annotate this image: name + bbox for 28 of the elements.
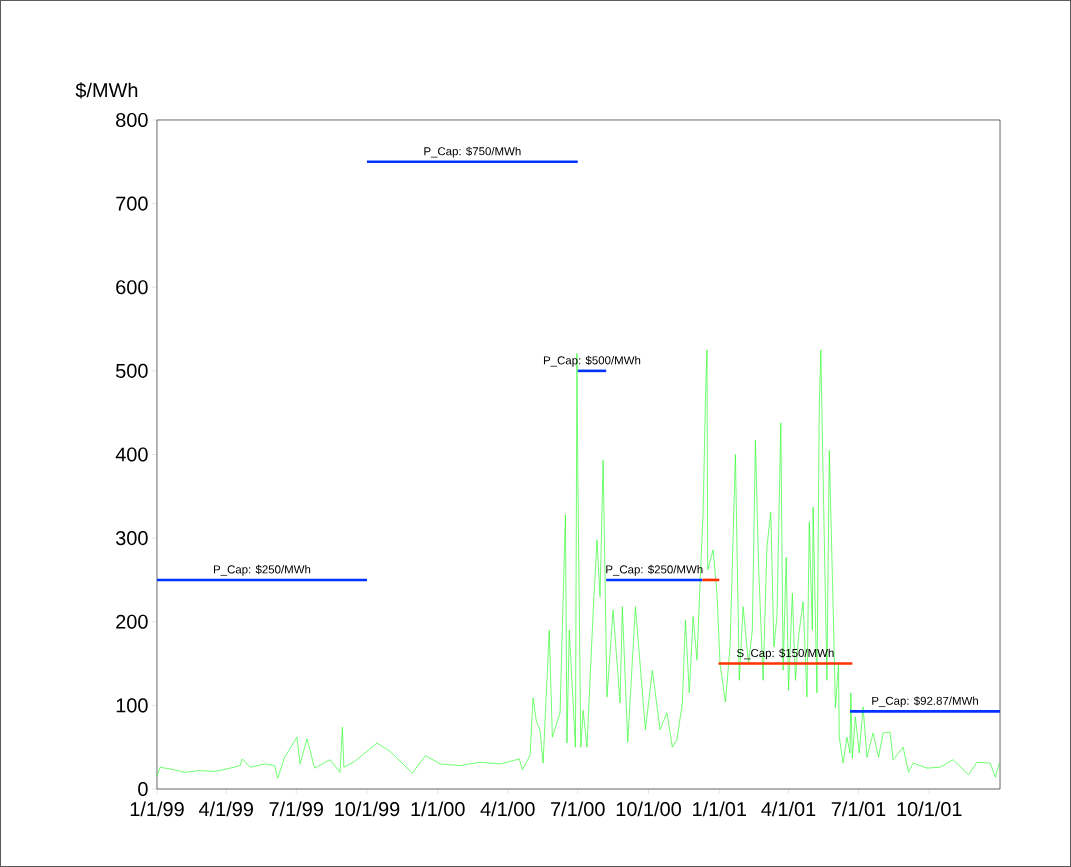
x-tick-label: 7/1/00 [551,801,605,817]
y-tick-label: 800 [116,112,148,128]
x-tick-label: 4/1/00 [480,801,535,817]
y-tick-label: 100 [116,698,148,713]
x-tick-label: 1/1/00 [411,801,465,817]
x-tick-label: 4/1/01 [761,801,816,817]
series-label: P_Cap: $500/MWh [543,355,641,367]
series-label: P_Cap: $92.87/MWh [872,696,978,708]
x-tick-label: 7/1/99 [269,801,323,817]
series-label: P_Cap: $750/MWh [424,146,521,158]
y-axis-title: $/MWh [75,82,138,99]
x-tick-label: 1/1/01 [693,801,746,817]
series-label: P_Cap: $250/MWh [213,564,311,576]
y-tick-label: 600 [116,280,148,295]
series-label: P_Cap: $250/MWh [606,564,703,576]
y-tick-label: 400 [115,447,148,462]
x-tick-label: 10/1/00 [616,801,681,817]
line-series [156,349,1000,779]
y-tick-label: 700 [116,196,148,211]
x-tick-label: 4/1/99 [198,801,253,817]
x-tick-label: 1/1/99 [130,801,184,817]
x-tick-label: 10/1/01 [897,801,962,817]
y-tick-label: 200 [116,614,148,629]
y-tick-label: 0 [138,781,148,797]
x-tick-label: 7/1/01 [831,801,886,817]
y-tick-label: 300 [115,531,148,546]
x-tick-label: 10/1/99 [335,801,400,817]
y-tick-label: 500 [116,363,148,378]
